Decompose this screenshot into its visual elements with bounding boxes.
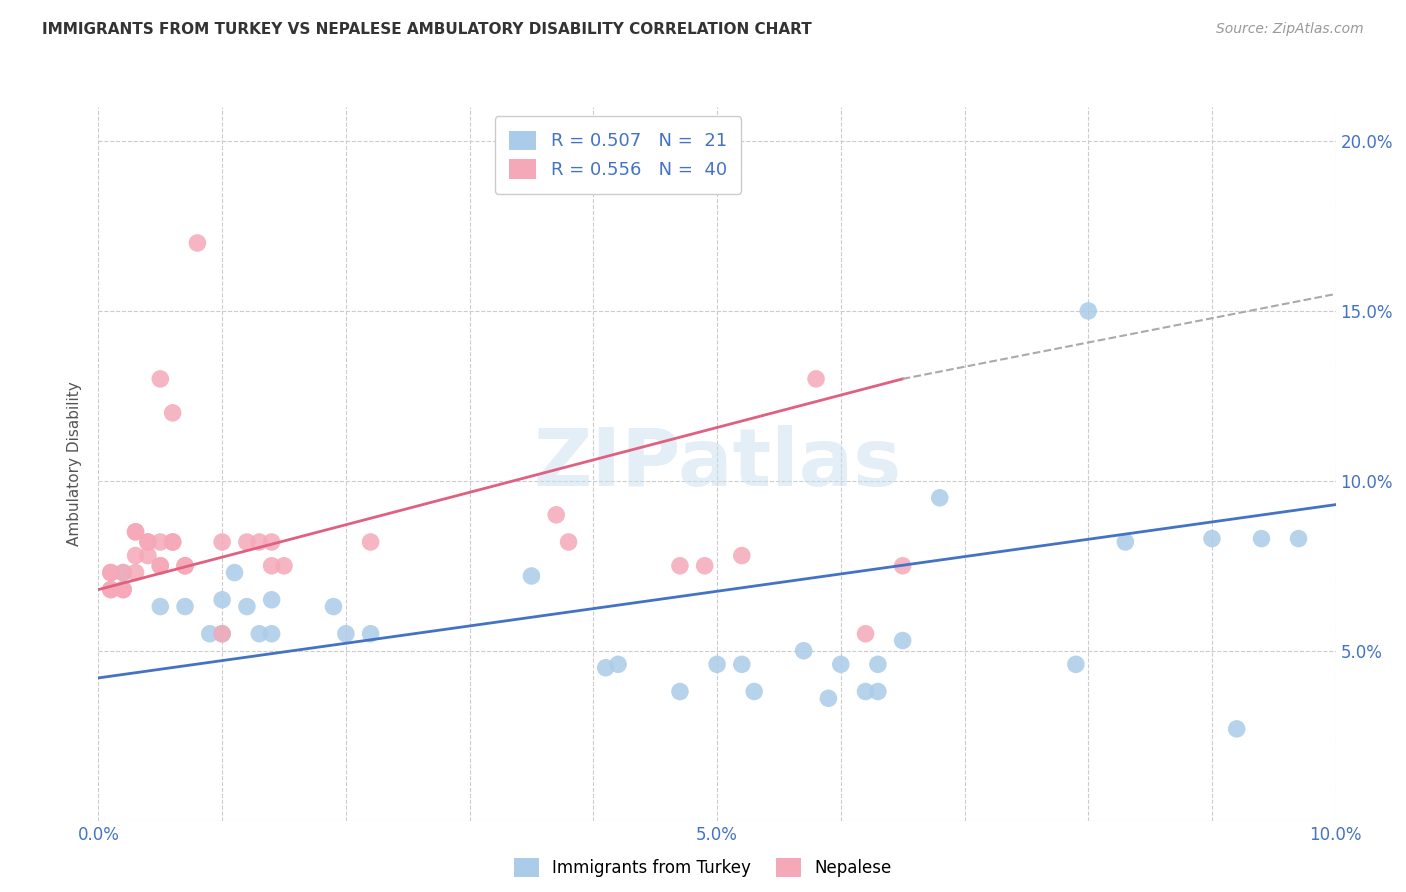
Point xyxy=(817,691,839,706)
Point xyxy=(669,684,692,698)
Point xyxy=(112,582,135,597)
Point xyxy=(1064,657,1087,672)
Point xyxy=(100,582,122,597)
Point xyxy=(149,558,172,573)
Point xyxy=(149,599,172,614)
Point xyxy=(100,582,122,597)
Point xyxy=(360,535,382,549)
Legend: Immigrants from Turkey, Nepalese: Immigrants from Turkey, Nepalese xyxy=(508,852,898,884)
Point xyxy=(891,633,914,648)
Point xyxy=(891,558,914,573)
Text: Source: ZipAtlas.com: Source: ZipAtlas.com xyxy=(1216,22,1364,37)
Point xyxy=(211,626,233,640)
Point xyxy=(1226,722,1249,736)
Point xyxy=(260,592,283,607)
Point xyxy=(1250,532,1272,546)
Point xyxy=(693,558,716,573)
Point xyxy=(149,372,172,386)
Point xyxy=(236,535,259,549)
Point xyxy=(112,566,135,580)
Point xyxy=(855,626,877,640)
Point xyxy=(260,558,283,573)
Point xyxy=(224,566,246,580)
Point xyxy=(211,626,233,640)
Point xyxy=(124,549,146,563)
Point xyxy=(260,535,283,549)
Text: IMMIGRANTS FROM TURKEY VS NEPALESE AMBULATORY DISABILITY CORRELATION CHART: IMMIGRANTS FROM TURKEY VS NEPALESE AMBUL… xyxy=(42,22,811,37)
Point xyxy=(866,684,889,698)
Point xyxy=(866,657,889,672)
Point xyxy=(1288,532,1310,546)
Point xyxy=(247,535,270,549)
Point xyxy=(112,582,135,597)
Point xyxy=(607,657,630,672)
Point xyxy=(136,535,159,549)
Point xyxy=(136,535,159,549)
Point xyxy=(595,661,617,675)
Text: ZIPatlas: ZIPatlas xyxy=(533,425,901,503)
Point xyxy=(520,569,543,583)
Point xyxy=(162,535,184,549)
Point xyxy=(247,626,270,640)
Point xyxy=(335,626,357,640)
Point xyxy=(100,566,122,580)
Point xyxy=(731,549,754,563)
Point xyxy=(211,592,233,607)
Point xyxy=(124,524,146,539)
Point xyxy=(149,558,172,573)
Point xyxy=(742,684,765,698)
Point xyxy=(830,657,852,672)
Point xyxy=(162,535,184,549)
Point xyxy=(174,558,197,573)
Point xyxy=(186,235,208,250)
Point xyxy=(546,508,568,522)
Point xyxy=(1077,304,1099,318)
Point xyxy=(557,535,579,549)
Y-axis label: Ambulatory Disability: Ambulatory Disability xyxy=(67,382,83,546)
Point xyxy=(236,599,259,614)
Point xyxy=(100,566,122,580)
Point xyxy=(273,558,295,573)
Point xyxy=(793,644,815,658)
Point xyxy=(1201,532,1223,546)
Point xyxy=(260,626,283,640)
Point xyxy=(124,524,146,539)
Point xyxy=(706,657,728,672)
Point xyxy=(669,558,692,573)
Point xyxy=(731,657,754,672)
Point xyxy=(112,566,135,580)
Point xyxy=(211,535,233,549)
Point xyxy=(174,558,197,573)
Point xyxy=(1114,535,1136,549)
Point xyxy=(322,599,344,614)
Point xyxy=(928,491,950,505)
Point xyxy=(174,599,197,614)
Point xyxy=(162,406,184,420)
Point xyxy=(124,566,146,580)
Point xyxy=(804,372,827,386)
Point xyxy=(149,535,172,549)
Point xyxy=(855,684,877,698)
Point xyxy=(136,549,159,563)
Point xyxy=(360,626,382,640)
Legend: R = 0.507   N =  21, R = 0.556   N =  40: R = 0.507 N = 21, R = 0.556 N = 40 xyxy=(495,116,741,194)
Point xyxy=(198,626,221,640)
